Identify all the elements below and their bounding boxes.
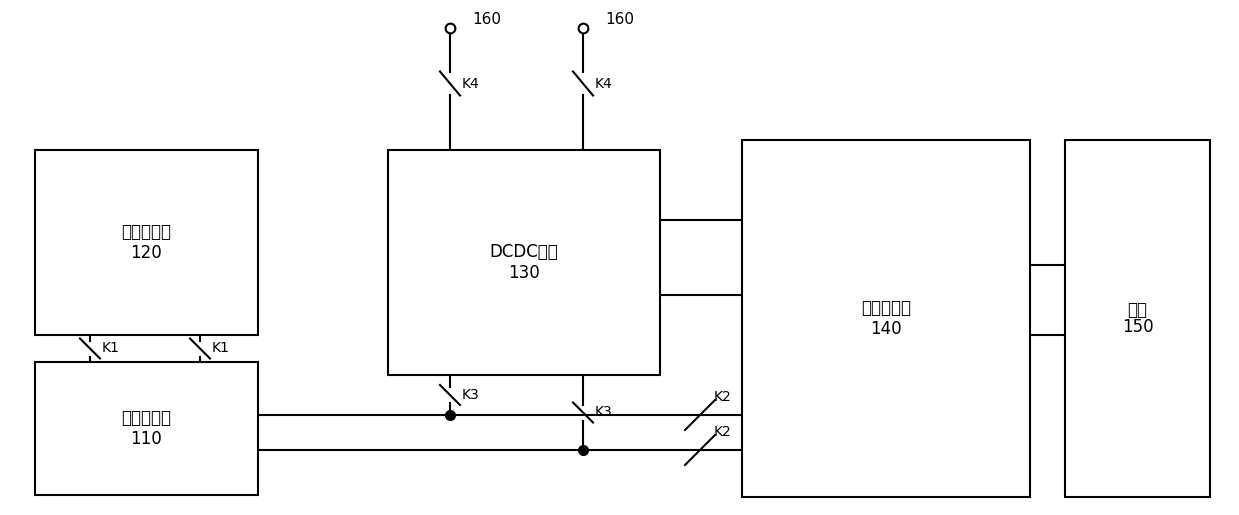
Text: 150: 150 xyxy=(1121,318,1154,335)
Text: 140: 140 xyxy=(870,319,902,337)
Text: 电机控制器: 电机控制器 xyxy=(861,300,911,318)
Text: K2: K2 xyxy=(714,390,732,404)
Text: K1: K1 xyxy=(102,341,120,355)
Text: DCDC电路: DCDC电路 xyxy=(489,244,559,262)
Bar xyxy=(388,150,660,375)
Text: K4: K4 xyxy=(595,77,613,91)
Text: 160: 160 xyxy=(605,12,634,27)
Text: 电机: 电机 xyxy=(1127,301,1147,319)
Bar xyxy=(35,150,258,335)
Text: 160: 160 xyxy=(472,12,501,27)
Text: K3: K3 xyxy=(462,388,479,402)
Bar xyxy=(1066,140,1211,497)
Text: 110: 110 xyxy=(130,430,162,448)
Text: K1: K1 xyxy=(212,341,230,355)
Text: 130: 130 xyxy=(508,264,540,282)
Text: K4: K4 xyxy=(462,77,479,91)
Text: K2: K2 xyxy=(714,425,732,439)
Text: 第一电池包: 第一电池包 xyxy=(121,409,171,427)
Text: 120: 120 xyxy=(130,244,162,262)
Text: K3: K3 xyxy=(595,405,613,420)
Bar xyxy=(35,362,258,495)
Bar xyxy=(742,140,1030,497)
Text: 第二电池包: 第二电池包 xyxy=(121,224,171,242)
